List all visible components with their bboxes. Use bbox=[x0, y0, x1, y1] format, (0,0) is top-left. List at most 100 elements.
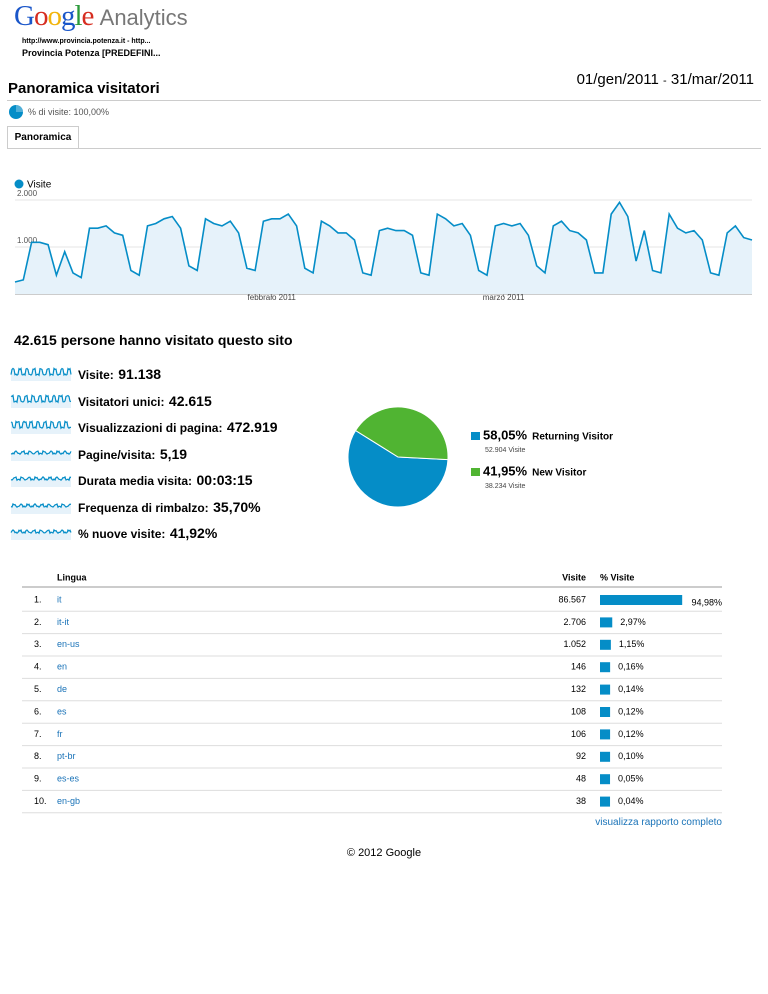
pct-label: 0,04% bbox=[618, 796, 644, 806]
metric-value: 91.138 bbox=[118, 366, 162, 382]
language: en-gb bbox=[57, 796, 80, 806]
pct-bar bbox=[600, 595, 683, 605]
sparkline-line bbox=[10, 475, 72, 482]
rank: 3. bbox=[34, 639, 42, 649]
language: en bbox=[57, 662, 67, 672]
logo-letter: g bbox=[60, 0, 75, 32]
column-header: % Visite bbox=[600, 572, 634, 582]
headline: 42.615 persone hanno visitato questo sit… bbox=[14, 332, 293, 348]
language: de bbox=[57, 684, 67, 694]
sparkline-line bbox=[10, 502, 72, 508]
pct-bar bbox=[600, 729, 611, 740]
sparkline bbox=[10, 475, 72, 487]
language: en-us bbox=[57, 639, 80, 649]
x-tick-label: febbraio 2011 bbox=[248, 293, 297, 302]
site-url: http://www.provincia.potenza.it - http..… bbox=[22, 38, 151, 45]
rank: 8. bbox=[34, 751, 42, 761]
visits: 132 bbox=[571, 684, 586, 694]
legend-sublabel: 38.234 Visite bbox=[485, 483, 525, 490]
pct-label: 2,97% bbox=[620, 617, 646, 627]
legend-dot bbox=[14, 179, 24, 189]
metric: Frequenza di rimbalzo: 35,70% bbox=[78, 499, 261, 517]
metric-label: Visualizzazioni di pagina: bbox=[78, 421, 223, 435]
metric: Visitatori unici: 42.615 bbox=[78, 393, 212, 411]
rank: 2. bbox=[34, 617, 42, 627]
report-title: Panoramica visitatori bbox=[8, 80, 160, 97]
sparkline-line bbox=[10, 449, 72, 455]
visits: 48 bbox=[576, 774, 586, 784]
tab-underline bbox=[7, 148, 761, 149]
metric: Durata media visita: 00:03:15 bbox=[78, 472, 253, 490]
column-header: Lingua bbox=[57, 572, 87, 582]
legend-swatch bbox=[471, 468, 480, 476]
pct-label: 0,10% bbox=[618, 751, 644, 761]
visits: 146 bbox=[571, 662, 586, 672]
sparkline bbox=[10, 502, 72, 514]
rank: 5. bbox=[34, 684, 42, 694]
metric: Visualizzazioni di pagina: 472.919 bbox=[78, 419, 278, 437]
legend-sublabel: 52.904 Visite bbox=[485, 447, 525, 454]
metric-label: Visitatori unici: bbox=[78, 394, 165, 409]
pct-bar bbox=[600, 707, 611, 717]
pie-slice bbox=[347, 429, 449, 508]
sparkline-line bbox=[10, 367, 72, 377]
date-range: 01/gen/2011 - 31/mar/2011 bbox=[577, 71, 754, 88]
pct-label: 94,98% bbox=[691, 597, 722, 607]
segment-label: % di visite: 100,00% bbox=[28, 107, 110, 117]
tab[interactable]: Panoramica bbox=[7, 126, 79, 149]
separator bbox=[7, 100, 761, 101]
rank: 9. bbox=[34, 774, 42, 784]
language: fr bbox=[57, 729, 63, 739]
line-chart: Visite 1.000 2.000 febbraio 2011 marzo 2011 bbox=[14, 179, 753, 302]
sparkline bbox=[10, 528, 72, 540]
logo-letter: G bbox=[14, 0, 35, 32]
visits: 106 bbox=[571, 729, 586, 739]
metric: Pagine/visita: 5,19 bbox=[78, 446, 187, 464]
sparkline bbox=[10, 449, 72, 461]
segment-icon bbox=[9, 105, 23, 119]
language: it-it bbox=[57, 617, 69, 627]
language: es-es bbox=[57, 774, 80, 784]
line bbox=[14, 200, 753, 283]
pct-label: 0,16% bbox=[618, 662, 644, 672]
language: es bbox=[57, 706, 67, 716]
full-report-link[interactable]: visualizza rapporto completo bbox=[595, 817, 722, 828]
copyright: © 2012 Google bbox=[346, 847, 422, 859]
logo: Google Analytics bbox=[14, 0, 188, 33]
legend-label: Visite bbox=[27, 180, 52, 191]
metric-label: % nuove visite: bbox=[78, 527, 166, 541]
visits: 108 bbox=[571, 706, 586, 716]
rank: 4. bbox=[34, 662, 42, 672]
column-header: Visite bbox=[562, 572, 586, 582]
logo-letter: e bbox=[81, 0, 95, 32]
metric-value: 5,19 bbox=[159, 445, 188, 462]
language: pt-br bbox=[57, 751, 76, 761]
visits: 92 bbox=[576, 751, 586, 761]
profile-name: Provincia Potenza [PREDEFINI... bbox=[22, 48, 161, 58]
x-tick-label: marzo 2011 bbox=[483, 293, 525, 302]
visits: 38 bbox=[576, 796, 586, 806]
date-end: 31/mar/2011 bbox=[670, 71, 754, 88]
metric-label: Pagine/visita: bbox=[78, 447, 156, 462]
rank: 10. bbox=[34, 796, 47, 806]
legend-value: 41,95% bbox=[483, 463, 528, 478]
y-tick-label: 1.000 bbox=[17, 236, 38, 245]
sparkline-line bbox=[10, 420, 72, 430]
logo-letter: l bbox=[74, 0, 82, 32]
metric: % nuove visite: 41,92% bbox=[78, 525, 217, 543]
legend-label: Returning Visitor bbox=[532, 432, 613, 443]
y-tick-label: 2.000 bbox=[17, 189, 38, 198]
area bbox=[15, 202, 752, 294]
sparkline bbox=[10, 393, 72, 408]
legend-value: 58,05% bbox=[483, 427, 528, 442]
logo-letter: o bbox=[33, 0, 48, 32]
pct-bar bbox=[600, 796, 611, 807]
sparkline-line bbox=[10, 528, 72, 535]
sparkline bbox=[10, 420, 72, 434]
metric-label: Frequenza di rimbalzo: bbox=[78, 500, 209, 515]
visits: 2.706 bbox=[563, 617, 586, 627]
pct-label: 0,05% bbox=[618, 774, 644, 784]
rank: 1. bbox=[34, 594, 42, 604]
metric-value: 42.615 bbox=[168, 392, 212, 409]
